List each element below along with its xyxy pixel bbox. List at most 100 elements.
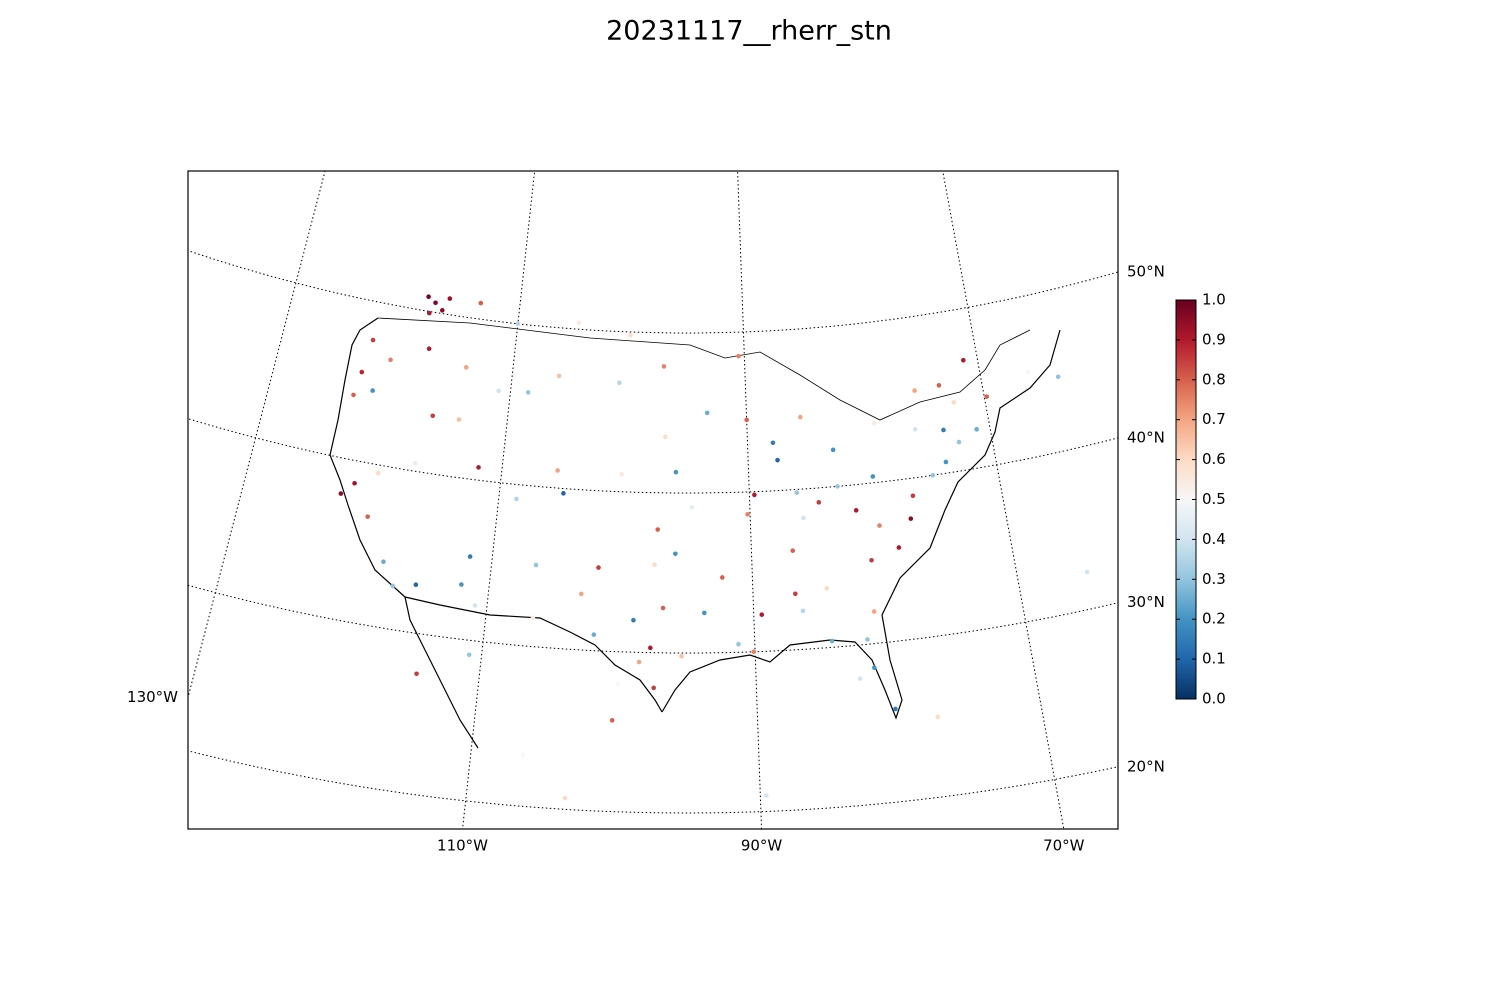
station-dot — [617, 380, 622, 386]
station-dot — [935, 714, 941, 720]
station-dot — [673, 551, 678, 557]
station-dot — [893, 706, 898, 712]
station-dot — [365, 514, 370, 519]
station-dot — [790, 548, 796, 553]
station-dot — [447, 296, 453, 301]
parallel-label: 30°N — [1127, 593, 1165, 611]
station-dot — [413, 582, 419, 588]
station-dot — [533, 562, 539, 568]
station-dot — [525, 390, 531, 395]
station-dot — [752, 492, 757, 498]
colorbar-label: 1.0 — [1202, 291, 1226, 309]
station-dot — [370, 388, 375, 393]
colorbar-label: 0.6 — [1202, 450, 1226, 468]
border — [377, 317, 1031, 421]
station-dot — [759, 612, 765, 617]
station-dot — [381, 559, 386, 565]
station-dot — [910, 493, 916, 499]
station-dot — [830, 447, 836, 453]
station-dot — [514, 496, 519, 502]
colorbar-label: 0.1 — [1202, 650, 1226, 668]
station-dot — [655, 527, 661, 532]
station-dot — [576, 320, 582, 326]
station-dot — [872, 665, 877, 671]
station-dot — [857, 676, 863, 682]
station-dot — [853, 508, 859, 513]
chart-title: 20231117__rherr_stn — [606, 16, 892, 47]
colorbar-label: 0.0 — [1202, 690, 1226, 708]
station-dot — [673, 469, 679, 475]
colorbar-label: 0.3 — [1202, 570, 1226, 588]
colorbar-label: 0.7 — [1202, 410, 1226, 428]
colorbar-label: 0.2 — [1202, 610, 1226, 628]
station-dot — [1055, 374, 1061, 380]
parallel-label: 50°N — [1127, 262, 1165, 280]
station-dot — [652, 562, 657, 568]
parallel-line — [188, 750, 1118, 814]
station-dot — [943, 459, 949, 465]
station-dot — [459, 582, 464, 587]
station-dot — [912, 426, 918, 432]
station-dot — [555, 468, 560, 473]
station-dot — [467, 554, 473, 559]
station-dot — [736, 353, 741, 359]
station-dot — [763, 793, 769, 798]
station-dot — [496, 388, 501, 394]
station-dot — [351, 392, 356, 398]
meridian-label: 70°W — [1043, 837, 1085, 855]
parallel-line — [188, 584, 1118, 654]
station-dot — [751, 649, 757, 655]
station-dot — [556, 373, 562, 379]
station-dot — [896, 545, 902, 550]
station-dot — [793, 591, 798, 597]
station-dot — [770, 440, 776, 446]
station-dot — [456, 417, 462, 422]
station-dot — [515, 321, 521, 327]
station-dot — [941, 427, 946, 433]
station-dot — [736, 641, 741, 647]
station-dot — [951, 400, 957, 405]
station-dot — [561, 491, 566, 496]
meridian-label: 130°W — [127, 688, 178, 706]
meridian-label: 110°W — [437, 837, 488, 855]
station-dot — [877, 523, 882, 528]
station-dot — [631, 617, 636, 623]
station-dot — [835, 484, 840, 489]
station-dot — [433, 300, 438, 306]
parallel-line — [188, 418, 1118, 494]
station-dot — [663, 434, 668, 440]
station-dot — [660, 605, 666, 611]
station-dot — [388, 357, 393, 363]
station-dot — [829, 638, 835, 644]
station-dot — [870, 474, 876, 479]
station-dot — [816, 500, 822, 505]
station-dot — [798, 414, 803, 420]
coastline — [329, 317, 1061, 749]
station-dot — [869, 557, 874, 563]
station-dot — [974, 427, 979, 432]
station-dot — [530, 615, 536, 621]
station-dot — [413, 460, 418, 466]
station-dot — [824, 586, 830, 591]
station-dot — [704, 410, 710, 416]
meridian-line — [188, 171, 326, 700]
station-dot — [338, 491, 344, 496]
parallel-label: 40°N — [1127, 428, 1165, 446]
meridian-line — [462, 171, 536, 829]
station-dot — [596, 565, 601, 570]
station-dot — [359, 369, 365, 375]
station-dot — [472, 603, 478, 608]
station-dot — [466, 652, 472, 658]
parallel-label: 20°N — [1127, 757, 1165, 775]
station-dot — [984, 394, 989, 399]
station-dot — [426, 294, 431, 300]
station-dot — [720, 575, 725, 580]
station-dot — [744, 417, 749, 423]
station-dot — [414, 671, 419, 677]
parallel-line — [188, 250, 1118, 334]
station-dot — [591, 632, 597, 637]
station-dot — [775, 457, 780, 463]
station-dot — [615, 681, 621, 687]
